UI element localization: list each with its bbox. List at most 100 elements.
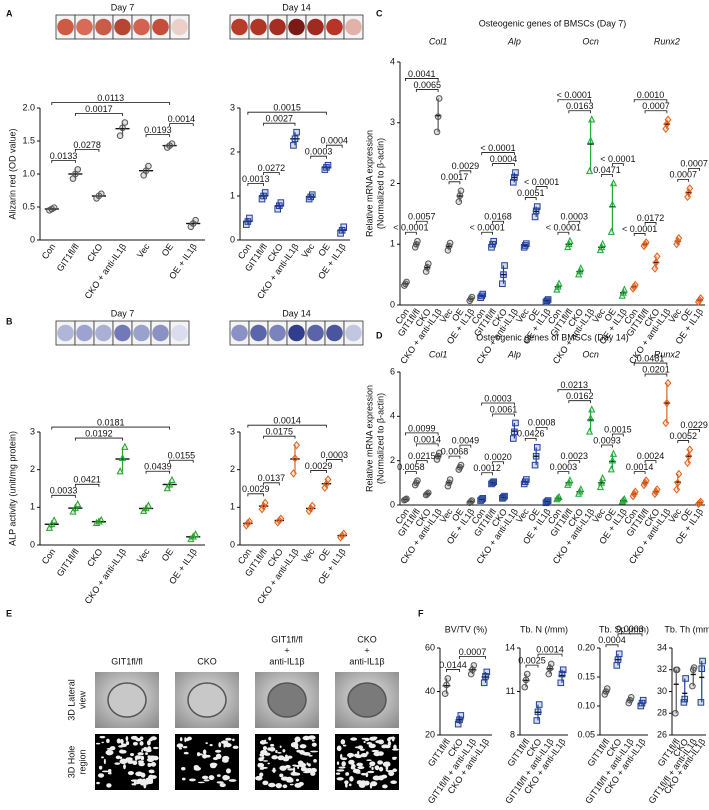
p-value: 0.0007 xyxy=(642,101,670,111)
trabecula xyxy=(275,782,283,789)
point xyxy=(50,516,58,524)
point xyxy=(425,260,432,267)
well xyxy=(133,324,150,342)
point xyxy=(479,290,487,298)
well xyxy=(250,18,267,36)
well xyxy=(171,18,188,36)
point xyxy=(557,679,565,687)
point xyxy=(479,495,487,502)
trabecula xyxy=(146,757,155,762)
trabecula xyxy=(284,764,291,769)
trabecula xyxy=(336,777,344,781)
point xyxy=(324,475,332,484)
point xyxy=(119,124,126,132)
p-value: 0.0007 xyxy=(669,170,697,180)
well xyxy=(345,324,362,342)
point xyxy=(673,666,681,674)
p-value: 0.0029 xyxy=(242,484,270,494)
point xyxy=(686,445,694,454)
trabecula xyxy=(132,741,138,746)
p-value: 0.0029 xyxy=(305,461,333,471)
p-value: 0.0471 xyxy=(593,165,621,175)
point xyxy=(664,378,672,388)
trabecula xyxy=(228,779,237,782)
y-tick-label: 0.10 xyxy=(577,700,595,710)
trabecula xyxy=(258,757,264,762)
bracket xyxy=(481,402,515,406)
bracket xyxy=(688,167,700,171)
trabecula xyxy=(340,739,346,745)
point xyxy=(501,262,508,269)
point xyxy=(245,517,253,526)
bracket xyxy=(612,433,624,437)
point xyxy=(533,203,541,210)
bracket xyxy=(263,435,296,439)
trabecula xyxy=(145,752,149,756)
trabecula xyxy=(198,753,203,756)
chart-title: Osteogenic genes of BMSCs (Day 7) xyxy=(479,18,627,28)
p-value: 0.0426 xyxy=(517,429,545,439)
trabecula xyxy=(282,784,288,789)
point xyxy=(490,237,497,245)
point xyxy=(674,478,682,488)
y-tick-label: 2.0 xyxy=(22,102,35,112)
point xyxy=(116,132,124,140)
trabecula xyxy=(369,761,376,767)
trabecula xyxy=(275,749,278,754)
trabecula xyxy=(106,783,112,788)
x-tick-label: Con xyxy=(40,242,58,261)
bracket xyxy=(492,461,504,465)
p-value: 0.0061 xyxy=(490,404,518,414)
bracket xyxy=(644,373,668,377)
p-value: 0.0068 xyxy=(441,446,469,456)
point xyxy=(290,142,297,149)
point xyxy=(614,656,622,663)
trabecula xyxy=(350,737,358,741)
point xyxy=(535,701,543,708)
bracket xyxy=(568,220,581,224)
point xyxy=(631,487,639,496)
point xyxy=(71,503,79,511)
trabecula xyxy=(106,738,110,743)
trabecula xyxy=(120,751,123,754)
point xyxy=(607,227,615,235)
p-value: 0.0163 xyxy=(566,101,594,111)
trabecula xyxy=(212,756,219,761)
point xyxy=(97,515,105,523)
trabecula xyxy=(374,765,379,770)
trabecula xyxy=(279,773,284,778)
point xyxy=(323,164,330,171)
p-value: 0.0007 xyxy=(680,159,708,169)
y-tick-label: 1 xyxy=(390,239,395,249)
point xyxy=(673,485,681,494)
trabecula xyxy=(386,761,390,766)
column-label: CKO xyxy=(357,634,377,644)
trabecula xyxy=(308,754,313,757)
x-tick-label: CKO xyxy=(85,547,104,569)
trabecula xyxy=(360,753,368,758)
p-value: 0.0172 xyxy=(637,213,665,223)
point xyxy=(277,514,285,523)
point xyxy=(457,187,465,195)
trabecula xyxy=(382,784,388,789)
point xyxy=(455,198,463,206)
trabecula xyxy=(176,743,184,748)
point xyxy=(444,675,452,682)
trabecula xyxy=(385,766,389,770)
trabecula xyxy=(119,749,124,753)
trabecula xyxy=(125,735,129,742)
point xyxy=(620,285,629,293)
p-value: 0.0014 xyxy=(626,462,654,472)
p-value: 0.0192 xyxy=(85,428,113,438)
y-tick-label: 0 xyxy=(390,299,395,309)
p-value: 0.0003 xyxy=(550,462,578,472)
trabecula xyxy=(349,776,354,782)
p-value: 0.0052 xyxy=(669,431,697,441)
bracket xyxy=(247,493,264,497)
point xyxy=(274,205,282,213)
p-value: 0.0213 xyxy=(561,380,589,390)
panel-letter: A xyxy=(6,8,13,18)
row-label: 3D Lateral xyxy=(66,679,76,721)
trabecula xyxy=(270,743,275,747)
p-value: 0.0181 xyxy=(97,417,125,427)
